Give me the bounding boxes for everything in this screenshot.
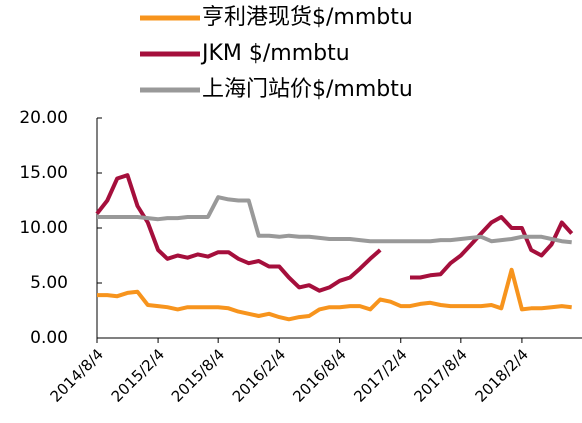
x-tick-label: 2018/2/4: [472, 345, 532, 405]
y-tick-label: 15.00: [19, 163, 68, 183]
series-line: [95, 173, 574, 293]
series-line: [97, 267, 572, 322]
y-tick-label: 0.00: [30, 328, 68, 348]
x-tick-label: 2015/8/4: [168, 345, 228, 405]
x-tick-label: 2014/8/4: [47, 345, 107, 405]
y-tick-label: 5.00: [30, 273, 68, 293]
x-tick-label: 2016/2/4: [229, 345, 289, 405]
x-tick-label: 2017/2/4: [350, 345, 410, 405]
y-tick-label: 20.00: [19, 108, 68, 128]
x-tick-label: 2017/8/4: [410, 345, 470, 405]
x-tick-label: 2015/2/4: [108, 345, 168, 405]
legend-label: JKM $/mmbtu: [200, 41, 350, 66]
series-line: [97, 195, 572, 245]
legend-label: 亨利港现货$/mmbtu: [202, 5, 413, 30]
x-tick-label: 2016/8/4: [289, 345, 349, 405]
legend-label: 上海门站价$/mmbtu: [202, 77, 413, 102]
y-tick-label: 10.00: [19, 218, 68, 238]
